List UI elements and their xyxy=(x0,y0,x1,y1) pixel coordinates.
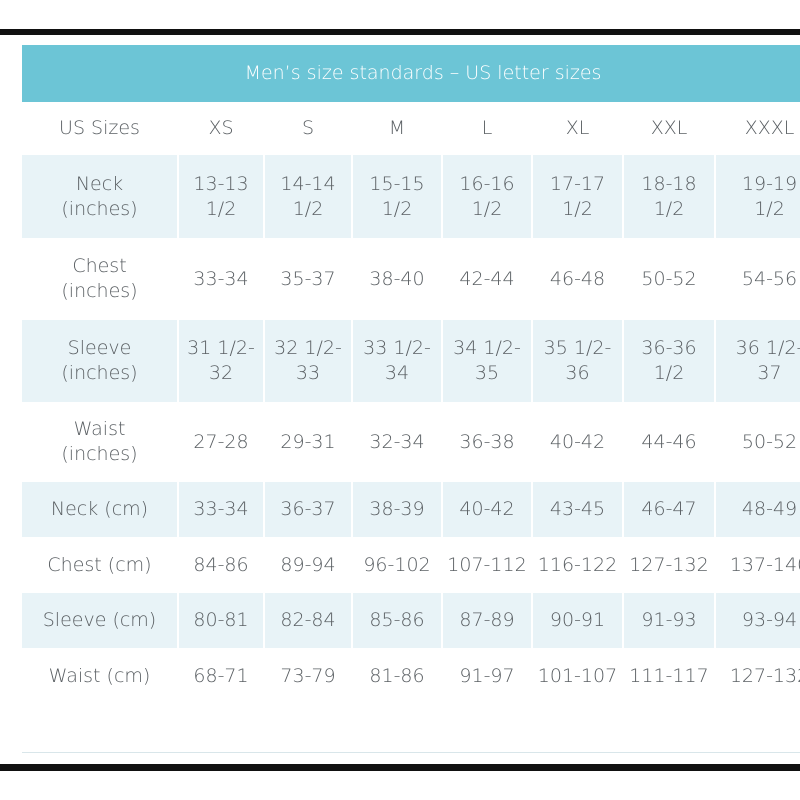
header-cell: XL xyxy=(532,102,624,155)
header-cell: S xyxy=(264,102,353,155)
table-cell: 33-34 xyxy=(178,482,265,537)
row-label: Waist (inches) xyxy=(22,402,179,482)
header-cell: L xyxy=(442,102,533,155)
row-label: Neck (inches) xyxy=(22,155,179,238)
top-border xyxy=(0,29,800,35)
table-cell: 90-91 xyxy=(532,593,624,648)
table-cell: 116-122 xyxy=(532,537,624,593)
table-cell: 107-112 xyxy=(442,537,533,593)
table-cell: 36-38 xyxy=(442,402,533,482)
table-cell: 40-42 xyxy=(442,482,533,537)
table-wrap: Men’s size standards – US letter sizes U… xyxy=(22,45,800,707)
table-cell: 87-89 xyxy=(442,593,533,648)
table-cell: 81-86 xyxy=(352,648,443,705)
table-cell: 18-18 1/2 xyxy=(623,155,716,238)
table-cell: 29-31 xyxy=(264,402,353,482)
table-cell: 48-49 xyxy=(715,482,800,537)
table-cell: 35-37 xyxy=(264,238,353,320)
header-row: US Sizes XS S M L XL XXL XXXL xyxy=(22,102,800,155)
table-cell: 137-140 xyxy=(715,537,800,593)
table-row: Sleeve (cm) 80-81 82-84 85-86 87-89 90-91 91-9… xyxy=(22,593,800,648)
size-table: Men’s size standards – US letter sizes U… xyxy=(22,45,800,705)
table-cell: 80-81 xyxy=(178,593,265,648)
table-cell: 91-93 xyxy=(623,593,716,648)
divider xyxy=(22,752,800,753)
table-cell: 96-102 xyxy=(352,537,443,593)
table-cell: 85-86 xyxy=(352,593,443,648)
table-cell: 68-71 xyxy=(178,648,265,705)
table-cell: 31 1/2- 32 xyxy=(178,320,265,402)
table-cell: 13-13 1/2 xyxy=(178,155,265,238)
table-cell: 127-132 xyxy=(715,648,800,705)
header-cell: US Sizes xyxy=(22,102,179,155)
table-cell: 127-132 xyxy=(623,537,716,593)
row-label: Chest (inches) xyxy=(22,238,179,320)
table-cell: 33-34 xyxy=(178,238,265,320)
table-row: Chest (inches) 33-34 35-37 38-40 42-44 46-48 5… xyxy=(22,238,800,320)
table-cell: 17-17 1/2 xyxy=(532,155,624,238)
table-cell: 50-52 xyxy=(715,402,800,482)
table-cell: 16-16 1/2 xyxy=(442,155,533,238)
table-cell: 82-84 xyxy=(264,593,353,648)
table-cell: 89-94 xyxy=(264,537,353,593)
table-cell: 33 1/2- 34 xyxy=(352,320,443,402)
table-cell: 19-19 1/2 xyxy=(715,155,800,238)
table-row: Neck (cm) 33-34 36-37 38-39 40-42 43-45 46-47 4… xyxy=(22,482,800,537)
table-row: Neck (inches) 13-13 1/2 14-14 1/2 15-15 1/2… xyxy=(22,155,800,238)
table-row: Chest (cm) 84-86 89-94 96-102 107-112 116-122… xyxy=(22,537,800,593)
header-cell: XXXL xyxy=(715,102,800,155)
table-cell: 32-34 xyxy=(352,402,443,482)
table-cell: 84-86 xyxy=(178,537,265,593)
row-label: Chest (cm) xyxy=(22,537,179,593)
table-cell: 35 1/2- 36 xyxy=(532,320,624,402)
table-row: Waist (inches) 27-28 29-31 32-34 36-38 40-42 4… xyxy=(22,402,800,482)
table-cell: 15-15 1/2 xyxy=(352,155,443,238)
bottom-border xyxy=(0,764,800,771)
table-cell: 46-47 xyxy=(623,482,716,537)
table-cell: 44-46 xyxy=(623,402,716,482)
header-cell: XXL xyxy=(623,102,716,155)
header-cell: M xyxy=(352,102,443,155)
table-cell: 32 1/2- 33 xyxy=(264,320,353,402)
table-cell: 43-45 xyxy=(532,482,624,537)
table-cell: 38-40 xyxy=(352,238,443,320)
table-cell: 14-14 1/2 xyxy=(264,155,353,238)
row-label: Neck (cm) xyxy=(22,482,179,537)
table-cell: 91-97 xyxy=(442,648,533,705)
row-label: Waist (cm) xyxy=(22,648,179,705)
table-cell: 50-52 xyxy=(623,238,716,320)
table-cell: 40-42 xyxy=(532,402,624,482)
row-label: Sleeve (inches) xyxy=(22,320,179,402)
table-cell: 36-36 1/2 xyxy=(623,320,716,402)
table-cell: 36-37 xyxy=(264,482,353,537)
row-label: Sleeve (cm) xyxy=(22,593,179,648)
table-cell: 111-117 xyxy=(623,648,716,705)
table-cell: 34 1/2- 35 xyxy=(442,320,533,402)
table-cell: 101-107 xyxy=(532,648,624,705)
table-row: Waist (cm) 68-71 73-79 81-86 91-97 101-107 111… xyxy=(22,648,800,705)
table-cell: 46-48 xyxy=(532,238,624,320)
table-cell: 73-79 xyxy=(264,648,353,705)
table-cell: 38-39 xyxy=(352,482,443,537)
table-cell: 36 1/2- 37 xyxy=(715,320,800,402)
header-cell: XS xyxy=(178,102,265,155)
table-row: Sleeve (inches) 31 1/2- 32 32 1/2- 33 33 1/… xyxy=(22,320,800,402)
table-cell: 54-56 xyxy=(715,238,800,320)
table-cell: 93-94 xyxy=(715,593,800,648)
table-cell: 27-28 xyxy=(178,402,265,482)
table-title: Men’s size standards – US letter sizes xyxy=(22,45,800,102)
table-cell: 42-44 xyxy=(442,238,533,320)
